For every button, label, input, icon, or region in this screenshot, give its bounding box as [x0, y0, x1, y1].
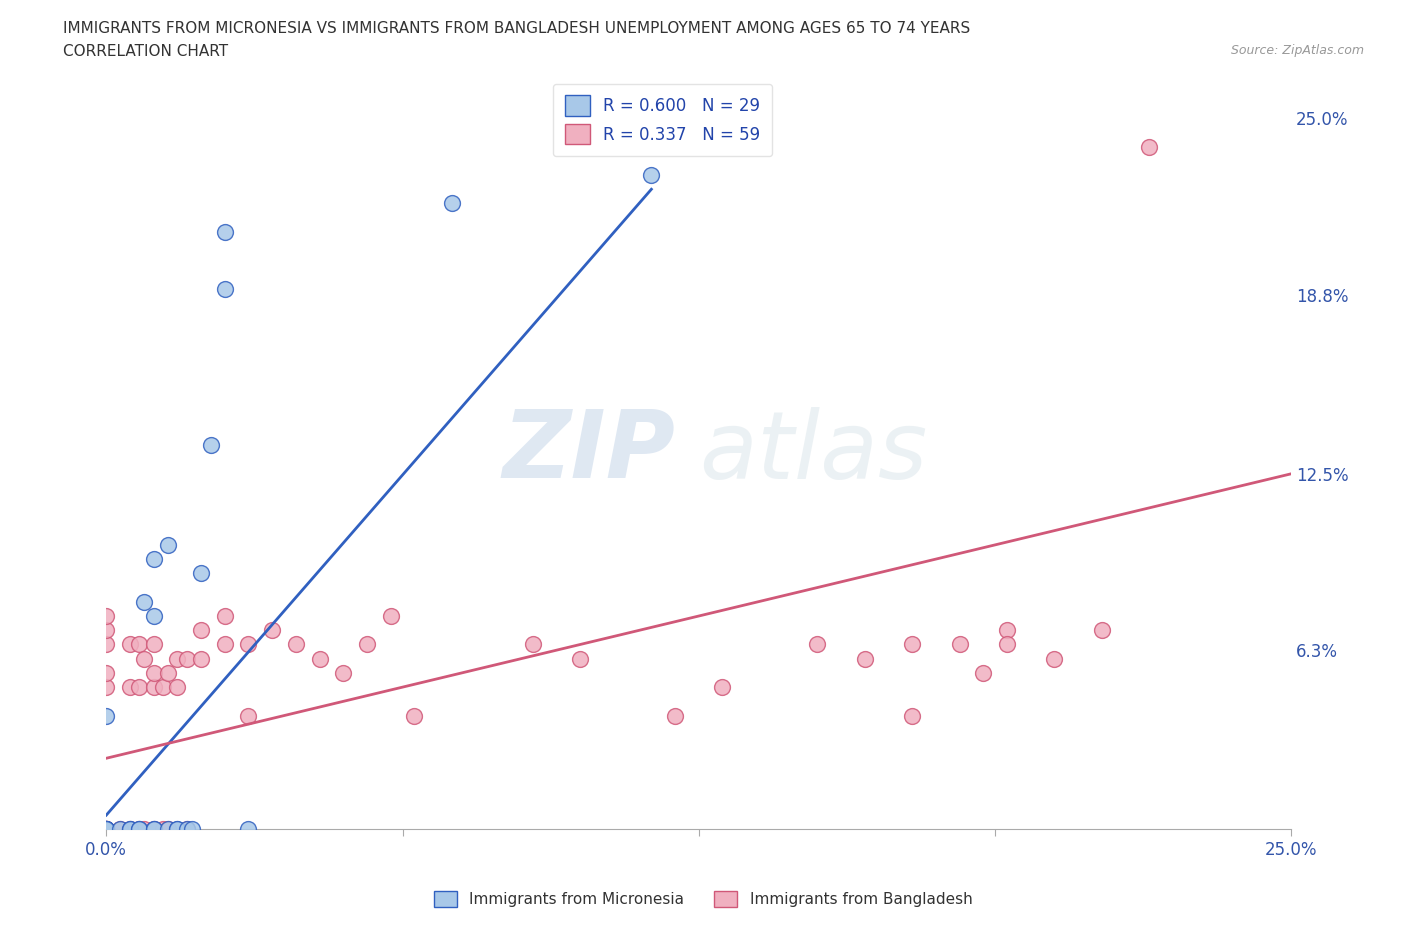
Point [96, 822, 118, 837]
Point [96, 822, 118, 837]
Point [284, 637, 307, 652]
Point [96, 608, 118, 623]
Point [96, 637, 118, 652]
Point [166, 822, 188, 837]
Point [134, 594, 156, 609]
Point [853, 651, 876, 666]
Point [142, 822, 165, 837]
Point [142, 680, 165, 695]
Point [110, 822, 132, 837]
Point [118, 822, 141, 837]
Point [200, 438, 222, 453]
Point [96, 822, 118, 837]
Point [142, 822, 165, 837]
Point [238, 822, 260, 837]
Point [142, 551, 165, 566]
Point [640, 167, 662, 182]
Point [176, 822, 198, 837]
Point [948, 637, 970, 652]
Point [96, 623, 118, 638]
Point [995, 637, 1018, 652]
Point [96, 822, 118, 837]
Point [332, 666, 354, 681]
Text: atlas: atlas [699, 407, 927, 498]
Point [96, 822, 118, 837]
Point [128, 822, 150, 837]
Point [238, 637, 260, 652]
Point [1091, 623, 1114, 638]
Point [238, 708, 260, 723]
Point [190, 565, 212, 580]
Point [190, 651, 212, 666]
Point [214, 608, 236, 623]
Text: Source: ZipAtlas.com: Source: ZipAtlas.com [1230, 44, 1364, 57]
Text: IMMIGRANTS FROM MICRONESIA VS IMMIGRANTS FROM BANGLADESH UNEMPLOYMENT AMONG AGES: IMMIGRANTS FROM MICRONESIA VS IMMIGRANTS… [63, 21, 970, 36]
Point [96, 822, 118, 837]
Point [152, 822, 174, 837]
Point [901, 637, 924, 652]
Point [664, 708, 686, 723]
Point [522, 637, 544, 652]
Point [118, 680, 141, 695]
Point [180, 822, 202, 837]
Point [156, 666, 179, 681]
Point [972, 666, 994, 681]
Point [356, 637, 378, 652]
Point [134, 822, 156, 837]
Point [308, 651, 330, 666]
Point [128, 680, 150, 695]
Point [262, 623, 284, 638]
Point [142, 637, 165, 652]
Point [176, 651, 198, 666]
Legend: R = 0.600   N = 29, R = 0.337   N = 59: R = 0.600 N = 29, R = 0.337 N = 59 [553, 84, 772, 156]
Point [166, 651, 188, 666]
Point [96, 822, 118, 837]
Point [166, 680, 188, 695]
Point [118, 822, 141, 837]
Point [128, 822, 150, 837]
Text: CORRELATION CHART: CORRELATION CHART [63, 44, 228, 59]
Point [166, 822, 188, 837]
Point [118, 822, 141, 837]
Point [176, 822, 198, 837]
Point [806, 637, 828, 652]
Point [404, 708, 426, 723]
Point [142, 666, 165, 681]
Point [96, 822, 118, 837]
Point [711, 680, 734, 695]
Point [110, 822, 132, 837]
Point [142, 608, 165, 623]
Point [156, 822, 179, 837]
Legend: Immigrants from Micronesia, Immigrants from Bangladesh: Immigrants from Micronesia, Immigrants f… [427, 884, 979, 913]
Point [214, 637, 236, 652]
Point [901, 708, 924, 723]
Point [96, 680, 118, 695]
Point [128, 822, 150, 837]
Point [1137, 140, 1160, 154]
Point [156, 822, 179, 837]
Point [128, 637, 150, 652]
Point [441, 196, 464, 211]
Point [214, 224, 236, 239]
Text: ZIP: ZIP [502, 406, 675, 498]
Point [118, 637, 141, 652]
Point [1043, 651, 1066, 666]
Point [380, 608, 402, 623]
Point [190, 623, 212, 638]
Point [96, 708, 118, 723]
Point [96, 822, 118, 837]
Point [569, 651, 592, 666]
Point [96, 666, 118, 681]
Point [995, 623, 1018, 638]
Point [152, 680, 174, 695]
Point [214, 282, 236, 297]
Point [134, 651, 156, 666]
Point [96, 822, 118, 837]
Point [142, 822, 165, 837]
Point [156, 538, 179, 552]
